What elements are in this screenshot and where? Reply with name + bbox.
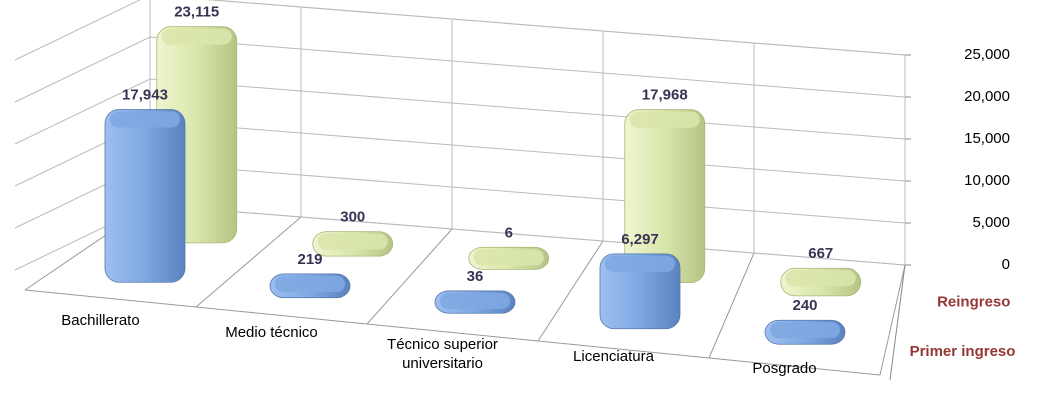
x-tick-label: Bachillerato <box>61 311 140 329</box>
value-label: 219 <box>297 251 322 268</box>
x-tick-label: Técnico superior universitario <box>387 335 498 372</box>
floor-divider <box>195 216 302 308</box>
back-wall <box>149 0 906 266</box>
legend-label: Primer ingreso <box>910 343 1016 360</box>
bar <box>434 290 516 314</box>
grid-line <box>149 78 906 140</box>
grid-line <box>14 78 151 145</box>
grid-line <box>149 204 906 266</box>
grid-line <box>14 36 151 103</box>
bar-top <box>605 255 675 272</box>
value-label: 300 <box>340 209 365 226</box>
grid-line <box>149 36 906 98</box>
bar <box>468 246 550 270</box>
y-tick-label: 20,000 <box>964 88 1010 105</box>
grid-line <box>149 162 906 224</box>
floor-divider <box>537 240 604 342</box>
bar <box>780 267 862 297</box>
value-label: 667 <box>808 245 833 262</box>
grid-line <box>14 0 141 61</box>
y-tick-label: 5,000 <box>972 214 1010 231</box>
y-tick-label: 15,000 <box>964 130 1010 147</box>
bar-top <box>317 233 388 250</box>
floor-edge <box>24 289 881 376</box>
bar-top <box>161 28 232 45</box>
bar-body <box>104 109 186 283</box>
value-label: 17,943 <box>122 86 168 103</box>
bar <box>312 231 394 257</box>
y-tick-label: 0 <box>1002 256 1010 273</box>
bar <box>764 319 846 345</box>
bar <box>599 253 681 330</box>
floor-divider <box>879 264 906 376</box>
x-tick-label: Posgrado <box>752 359 817 377</box>
bar-top <box>275 275 345 292</box>
grid-line <box>206 0 906 56</box>
bar-top <box>770 322 840 339</box>
value-label: 6,297 <box>621 231 659 248</box>
y-tick-label: 25,000 <box>964 46 1010 63</box>
floor-divider <box>366 228 453 325</box>
value-label: 17,968 <box>642 87 688 104</box>
bar <box>624 109 706 284</box>
bar <box>269 273 351 299</box>
grid-line <box>149 120 906 182</box>
x-tick-label: Licenciatura <box>573 347 654 365</box>
value-label: 240 <box>792 297 817 314</box>
value-label: 6 <box>505 224 513 241</box>
bar-body <box>599 253 681 330</box>
value-label: 23,115 <box>174 4 219 21</box>
x-tick-label: Medio técnico <box>225 323 318 341</box>
y-tick-label: 10,000 <box>964 172 1010 189</box>
value-label: 36 <box>467 268 484 285</box>
floor-divider <box>708 252 755 359</box>
depth-axis <box>889 264 906 381</box>
bar-top <box>785 270 856 287</box>
bar-top <box>110 111 180 128</box>
legend-label: Reingreso <box>937 293 1010 310</box>
bar <box>104 109 186 283</box>
bar-top <box>629 111 700 128</box>
bar-top <box>473 249 544 266</box>
bar-top <box>440 292 510 309</box>
